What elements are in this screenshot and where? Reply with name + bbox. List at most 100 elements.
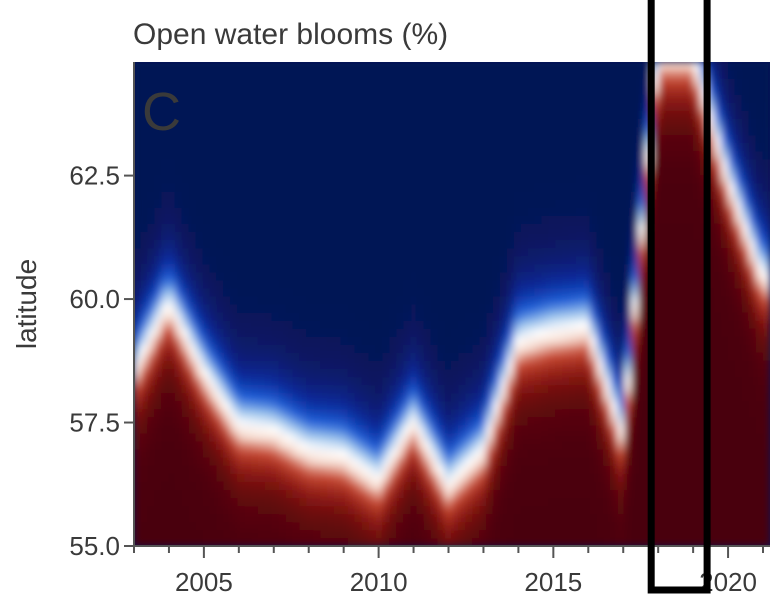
heatmap-cell — [679, 529, 688, 539]
heatmap-cell — [168, 529, 176, 539]
heatmap-cell — [499, 69, 508, 79]
heatmap-cell — [562, 198, 571, 208]
heatmap-cell — [271, 368, 280, 378]
heatmap-cell — [375, 93, 384, 103]
heatmap-cell — [140, 271, 149, 281]
heatmap-cell — [202, 255, 211, 265]
heatmap-cell — [458, 126, 467, 136]
heatmap-cell — [271, 255, 280, 265]
heatmap-cell — [306, 174, 315, 184]
heatmap-cell — [299, 416, 308, 426]
heatmap-cell — [589, 263, 598, 273]
heatmap-cell — [327, 271, 335, 281]
heatmap-cell — [181, 505, 190, 515]
heatmap-cell — [216, 392, 225, 402]
heatmap-cell — [278, 392, 287, 402]
heatmap-cell — [257, 263, 266, 273]
heatmap-cell — [416, 295, 425, 305]
heatmap-cell — [361, 85, 370, 95]
heatmap-cell — [582, 150, 591, 160]
heatmap-cell — [679, 69, 688, 79]
heatmap-cell — [465, 109, 474, 119]
heatmap-cell — [292, 456, 301, 466]
heatmap-cell — [479, 263, 488, 273]
heatmap-cell — [354, 166, 363, 176]
heatmap-cell — [486, 505, 494, 515]
heatmap-cell — [161, 513, 170, 523]
heatmap-cell — [320, 142, 329, 152]
heatmap-cell — [672, 319, 681, 329]
heatmap-cell — [285, 182, 294, 192]
heatmap-cell — [257, 368, 266, 378]
heatmap-cell — [513, 408, 522, 418]
heatmap-cell — [168, 480, 176, 491]
heatmap-cell — [506, 319, 515, 329]
heatmap-cell — [617, 295, 626, 305]
heatmap-cell — [313, 238, 322, 249]
heatmap-cell — [174, 62, 183, 71]
heatmap-cell — [195, 343, 204, 353]
heatmap-cell — [486, 440, 494, 450]
heatmap-cell — [195, 416, 204, 426]
heatmap-cell — [589, 166, 598, 176]
heatmap-cell — [575, 287, 584, 297]
heatmap-cell — [299, 85, 308, 95]
heatmap-cell — [423, 69, 432, 79]
heatmap-cell — [651, 335, 660, 345]
heatmap-cell — [216, 263, 225, 273]
heatmap-cell — [679, 359, 688, 370]
heatmap-cell — [562, 142, 571, 152]
heatmap-cell — [686, 505, 695, 515]
heatmap-cell — [202, 166, 211, 176]
heatmap-cell — [271, 384, 280, 394]
heatmap-cell — [548, 303, 557, 313]
heatmap-cell — [368, 263, 377, 273]
heatmap-cell — [216, 206, 225, 216]
heatmap-cell — [134, 101, 142, 111]
heatmap-cell — [285, 521, 294, 531]
heatmap-cell — [658, 521, 667, 531]
heatmap-cell — [154, 150, 163, 160]
heatmap-cell — [389, 416, 398, 426]
heatmap-cell — [465, 287, 474, 297]
heatmap-cell — [458, 376, 467, 386]
heatmap-cell — [375, 497, 384, 507]
heatmap-cell — [541, 351, 550, 361]
heatmap-cell — [479, 158, 488, 168]
heatmap-cell — [582, 432, 591, 442]
heatmap-cell — [251, 182, 259, 192]
heatmap-cell — [320, 255, 329, 265]
heatmap-cell — [223, 351, 232, 361]
heatmap-cell — [389, 335, 398, 345]
heatmap-cell — [147, 190, 156, 200]
heatmap-cell — [486, 77, 494, 87]
heatmap-cell — [562, 303, 571, 313]
heatmap-cell — [147, 408, 156, 418]
heatmap-cell — [665, 263, 674, 273]
heatmap-cell — [237, 77, 246, 87]
heatmap-cell — [375, 335, 384, 345]
heatmap-cell — [271, 464, 280, 474]
heatmap-cell — [617, 359, 626, 370]
heatmap-cell — [465, 182, 474, 192]
heatmap-cell — [216, 109, 225, 119]
heatmap-cell — [340, 117, 349, 128]
heatmap-cell — [382, 392, 391, 402]
heatmap-cell — [389, 489, 398, 499]
heatmap-cell — [292, 351, 301, 361]
heatmap-cell — [679, 62, 688, 71]
heatmap-cell — [451, 101, 460, 111]
heatmap-cell — [541, 497, 550, 507]
heatmap-cell — [548, 271, 557, 281]
heatmap-cell — [333, 359, 342, 370]
heatmap-cell — [631, 295, 640, 305]
heatmap-cell — [513, 198, 522, 208]
heatmap-cell — [472, 85, 481, 95]
heatmap-cell — [596, 408, 605, 418]
heatmap-cell — [237, 368, 246, 378]
heatmap-cell — [589, 222, 598, 232]
heatmap-cell — [575, 359, 584, 370]
heatmap-cell — [617, 521, 626, 531]
heatmap-cell — [506, 497, 515, 507]
heatmap-cell — [347, 521, 356, 531]
